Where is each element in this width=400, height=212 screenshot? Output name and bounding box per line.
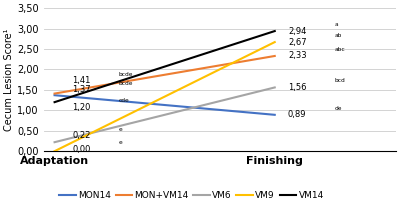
Text: 0,00: 0,00 <box>72 145 90 154</box>
Text: de: de <box>334 106 342 111</box>
Text: cde: cde <box>118 98 129 103</box>
Legend: MON14, MON+VM14, VM6, VM9, VM14: MON14, MON+VM14, VM6, VM9, VM14 <box>56 187 327 203</box>
Text: 1,41: 1,41 <box>72 76 90 85</box>
Text: 2,94: 2,94 <box>288 26 306 36</box>
Text: ab: ab <box>334 33 342 38</box>
Text: e: e <box>118 127 122 132</box>
Text: bcde: bcde <box>118 81 133 86</box>
Text: a: a <box>334 22 338 27</box>
Text: 2,67: 2,67 <box>288 38 306 47</box>
Text: 1,20: 1,20 <box>72 103 90 112</box>
Text: 0,22: 0,22 <box>72 131 90 140</box>
Text: abc: abc <box>334 47 345 52</box>
Text: 0,89: 0,89 <box>288 110 306 119</box>
Y-axis label: Cecum Lesion Score¹: Cecum Lesion Score¹ <box>4 28 14 131</box>
Text: 1,37: 1,37 <box>72 85 91 94</box>
Text: 2,33: 2,33 <box>288 52 306 60</box>
Text: bcd: bcd <box>334 78 345 83</box>
Text: e: e <box>118 141 122 145</box>
Text: 1,56: 1,56 <box>288 83 306 92</box>
Text: bcde: bcde <box>118 72 133 77</box>
